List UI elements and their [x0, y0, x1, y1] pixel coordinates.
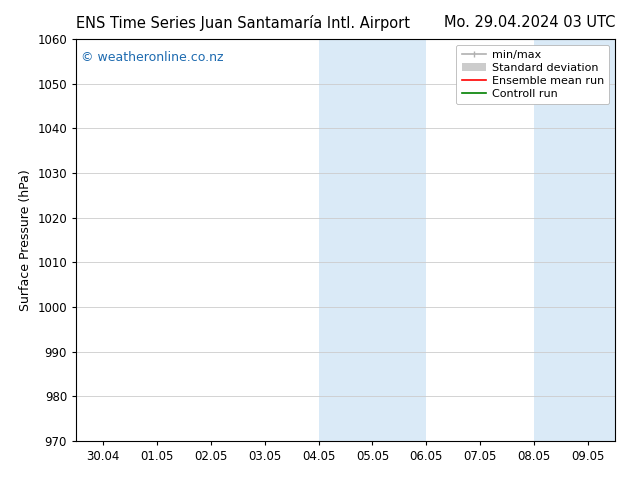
Bar: [373, 39, 426, 441]
Bar: [534, 39, 588, 441]
Y-axis label: Surface Pressure (hPa): Surface Pressure (hPa): [19, 169, 32, 311]
Legend: min/max, Standard deviation, Ensemble mean run, Controll run: min/max, Standard deviation, Ensemble me…: [456, 45, 609, 104]
Text: © weatheronline.co.nz: © weatheronline.co.nz: [81, 51, 224, 64]
Text: Mo. 29.04.2024 03 UTC: Mo. 29.04.2024 03 UTC: [444, 15, 615, 30]
Bar: [588, 39, 634, 441]
Text: ENS Time Series Juan Santamaría Intl. Airport: ENS Time Series Juan Santamaría Intl. Ai…: [76, 15, 410, 31]
Bar: [319, 39, 373, 441]
